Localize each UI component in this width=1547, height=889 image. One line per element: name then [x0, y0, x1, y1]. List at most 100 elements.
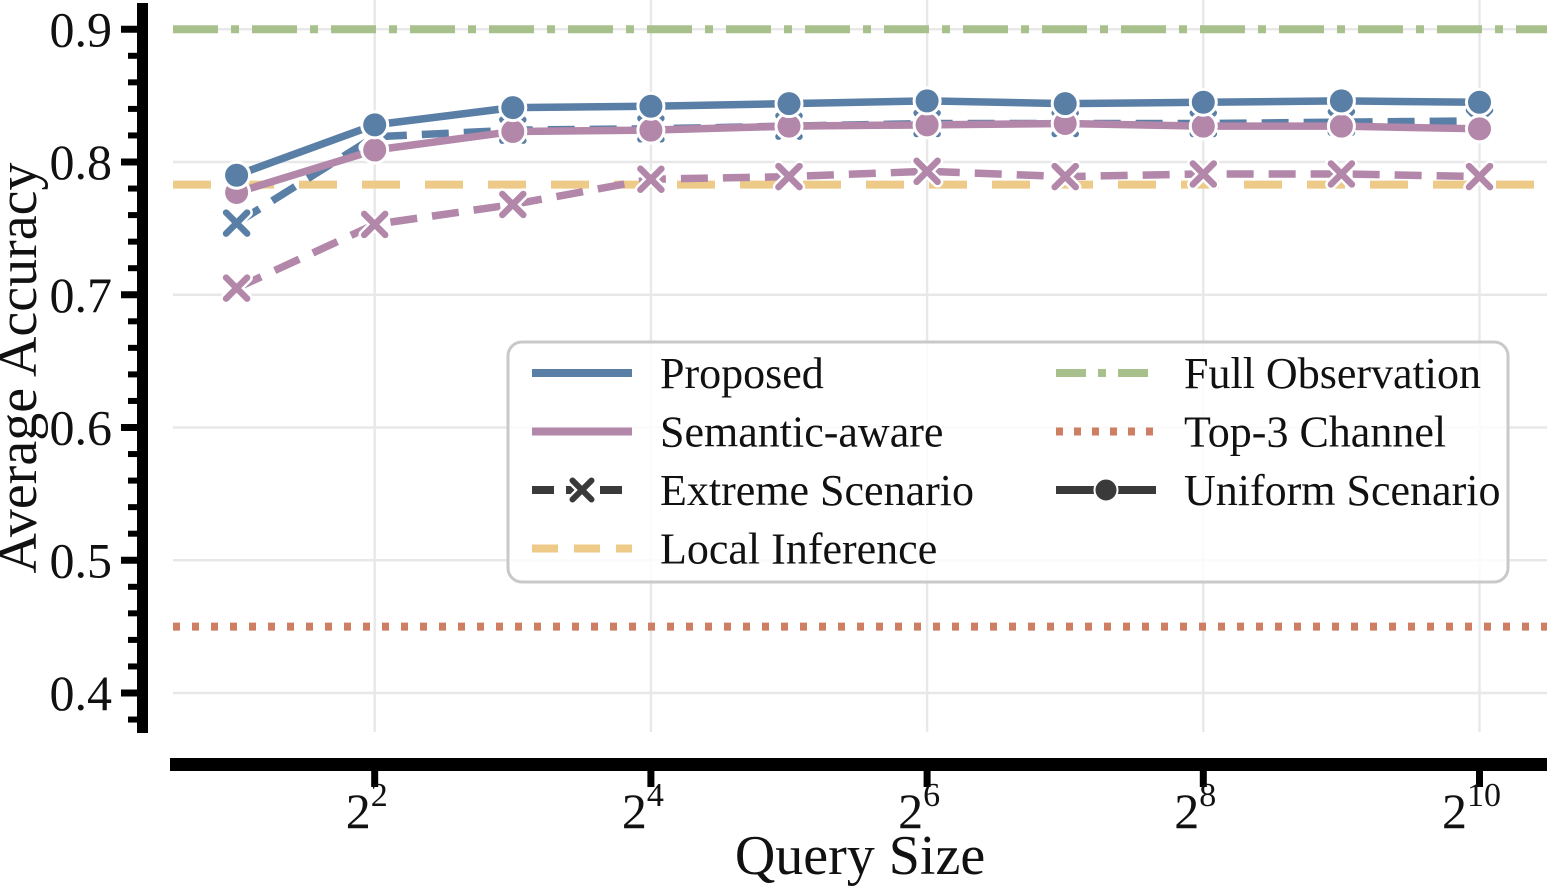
y-major-tick: [121, 556, 137, 564]
y-minor-tick: [128, 451, 137, 458]
x-tick-label: 28: [1174, 777, 1216, 839]
legend-label: Top-3 Channel: [1184, 408, 1446, 457]
tick-labels: 0.4 0.5 0.6 0.7 0.8 0.9 22 24 26 28 210: [50, 1, 1502, 839]
y-minor-tick: [128, 663, 137, 670]
circle-marker: [1188, 111, 1218, 141]
circle-marker: [636, 91, 666, 121]
x-axis-spine: [170, 758, 1547, 771]
legend-item-local: Local Inference: [532, 525, 937, 574]
circle-marker: [636, 115, 666, 145]
y-minor-tick: [128, 610, 137, 617]
circle-marker: [498, 116, 528, 146]
series-line: [235, 97, 1480, 179]
x-major-tick: [371, 771, 379, 787]
x-tick-label: 26: [898, 777, 940, 839]
y-minor-tick: [128, 212, 137, 219]
circle-marker: [912, 86, 942, 116]
legend-label: Semantic-aware: [660, 408, 943, 457]
x-tick-label: 24: [622, 777, 664, 839]
legend-item-semantic: Semantic-aware: [532, 408, 943, 457]
legend-circle-marker: [1093, 477, 1119, 503]
x-marker: [1327, 160, 1356, 188]
y-major-tick: [121, 689, 137, 697]
circle-marker: [1465, 114, 1494, 144]
y-tick-label: 0.5: [50, 532, 113, 588]
y-minor-tick: [128, 397, 137, 404]
circle-marker: [498, 93, 528, 123]
y-minor-tick: [128, 265, 137, 272]
circle-marker: [1326, 111, 1356, 141]
x-marker: [569, 477, 595, 503]
x-marker: [775, 162, 803, 191]
y-axis-label: Average Accuracy: [0, 163, 49, 574]
legend-box: [506, 340, 1510, 584]
x-marker: [1189, 160, 1218, 188]
y-minor-tick: [128, 344, 137, 351]
x-marker: [1465, 162, 1494, 191]
circle-marker: [912, 110, 942, 140]
legend: Proposed Semantic-aware Extreme Scenario Lo…: [506, 340, 1510, 584]
axis-ticks: [121, 25, 1483, 787]
x-major-tick: [647, 771, 655, 787]
legend-label: Proposed: [660, 349, 824, 398]
y-tick-label: 0.7: [50, 267, 113, 323]
circle-marker: [360, 135, 390, 165]
x-tick-label: 210: [1442, 777, 1501, 839]
axes-spines: [137, 3, 1547, 771]
x-marker: [499, 190, 527, 219]
y-tick-label: 0.4: [50, 665, 113, 721]
y-tick-label: 0.9: [50, 1, 113, 57]
series-line: [235, 119, 1480, 197]
y-minor-tick: [128, 504, 137, 511]
circle-marker: [774, 89, 804, 119]
series-line: [235, 167, 1480, 292]
y-minor-tick: [128, 185, 137, 192]
y-major-tick: [121, 291, 137, 299]
y-minor-tick: [128, 52, 137, 59]
legend-item-extreme: Extreme Scenario: [532, 466, 974, 515]
series-semantic-uniform: [222, 109, 1494, 208]
y-minor-tick: [128, 636, 137, 643]
x-marker: [913, 157, 941, 186]
circle-marker: [1465, 87, 1494, 117]
legend-item-proposed: Proposed: [532, 349, 824, 398]
y-minor-tick: [128, 238, 137, 245]
x-marker: [360, 210, 389, 239]
x-axis-label: Query Size: [735, 825, 985, 887]
x-marker: [222, 209, 251, 237]
circle-marker: [1188, 87, 1218, 117]
legend-label: Local Inference: [660, 525, 937, 574]
x-tick-label: 22: [346, 777, 388, 839]
y-minor-tick: [128, 105, 137, 112]
x-major-tick: [923, 771, 931, 787]
x-major-tick: [1476, 771, 1483, 787]
legend-item-top3: Top-3 Channel: [1056, 408, 1446, 457]
circle-marker: [360, 110, 390, 140]
x-major-tick: [1199, 771, 1207, 787]
circle-marker: [1326, 86, 1356, 116]
y-minor-tick: [128, 318, 137, 325]
y-major-tick: [121, 424, 137, 431]
series-proposed-uniform: [222, 86, 1494, 190]
y-minor-tick: [128, 132, 137, 139]
y-minor-tick: [128, 530, 137, 537]
y-minor-tick: [128, 583, 137, 590]
legend-label: Uniform Scenario: [1184, 466, 1500, 515]
legend-item-uniform: Uniform Scenario: [1056, 466, 1500, 515]
y-minor-tick: [128, 477, 137, 484]
x-marker: [1051, 162, 1079, 191]
circle-marker: [1050, 89, 1080, 119]
y-major-tick: [121, 25, 137, 33]
legend-label: Extreme Scenario: [660, 466, 974, 515]
y-minor-tick: [128, 371, 137, 378]
y-axis-spine: [137, 3, 148, 733]
y-tick-label: 0.8: [50, 134, 113, 190]
circle-marker: [222, 160, 252, 190]
x-marker: [222, 274, 251, 302]
series-semantic-extreme: [220, 155, 1496, 305]
y-minor-tick: [128, 716, 137, 723]
y-tick-label: 0.6: [50, 400, 113, 456]
legend-label: Full Observation: [1184, 349, 1481, 398]
